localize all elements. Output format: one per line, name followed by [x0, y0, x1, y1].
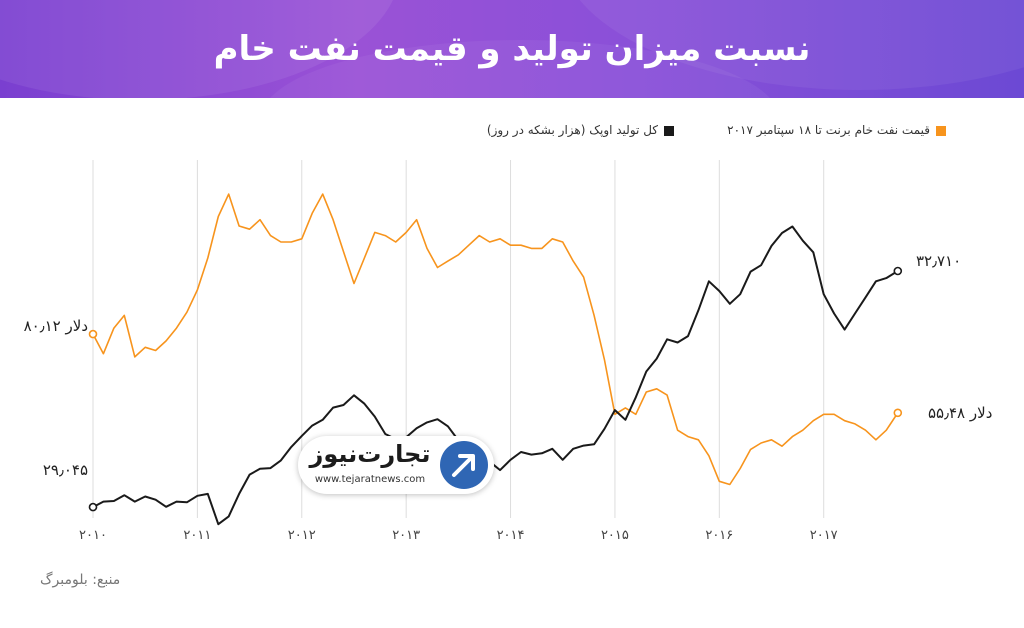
chart-endpoints [88, 266, 903, 512]
endpoint-brent-start [88, 329, 98, 339]
legend-swatch-brent [936, 125, 946, 136]
series-line-opec [92, 225, 899, 526]
chart-grid [92, 160, 825, 518]
endpoint-brent-end [893, 408, 903, 418]
logo-url: www.tejaratnews.com [314, 474, 426, 485]
brent-start-label: ۸۰٫۱۲ دلار [24, 317, 88, 335]
x-axis-ticks: ۲۰۱۰ ۲۰۱۱ ۲۰۱۲ ۲۰۱۳ ۲۰۱۴ ۲۰۱۵ ۲۰۱۶ ۲۰۱۷ [79, 528, 838, 543]
x-tick-label: ۲۰۱۲ [288, 528, 316, 543]
endpoint-opec-end [893, 266, 903, 276]
series-line-brent [92, 193, 899, 486]
x-tick-label: ۲۰۱۴ [497, 528, 525, 543]
x-tick-label: ۲۰۱۵ [601, 528, 629, 543]
chart-series [92, 193, 899, 526]
legend-label-opec: کل تولید اوپک (هزار بشکه در روز) [486, 123, 658, 137]
x-tick-label: ۲۰۱۶ [705, 528, 733, 543]
legend-swatch-opec [664, 125, 674, 136]
endpoint-opec-start [88, 502, 98, 512]
chart-title: نسبت میزان تولید و قیمت نفت خام [213, 29, 811, 69]
x-tick-label: ۲۰۱۱ [183, 528, 211, 543]
tejaratnews-logo: تجارت‌نیوز www.tejaratnews.com [298, 436, 494, 494]
opec-start-label: ۲۹٫۰۴۵ [43, 461, 88, 479]
legend-item-opec: کل تولید اوپک (هزار بشکه در روز) [487, 118, 674, 142]
logo-name: تجارت‌نیوز [309, 440, 431, 468]
x-tick-label: ۲۰۱۷ [810, 528, 838, 543]
brent-end-label: ۵۵٫۴۸ دلار [928, 404, 992, 422]
legend-item-brent: قیمت نفت خام برنت تا ۱۸ سپتامبر ۲۰۱۷ [727, 118, 946, 142]
arrow-up-right-icon [440, 441, 488, 489]
x-tick-label: ۲۰۱۰ [79, 528, 107, 543]
x-tick-label: ۲۰۱۳ [392, 528, 420, 543]
legend-label-brent: قیمت نفت خام برنت تا ۱۸ سپتامبر ۲۰۱۷ [727, 123, 930, 137]
source-note: منبع: بلومبرگ [40, 572, 121, 588]
header-banner: نسبت میزان تولید و قیمت نفت خام [0, 0, 1024, 98]
opec-end-label: ۳۲٫۷۱۰ [916, 252, 961, 270]
